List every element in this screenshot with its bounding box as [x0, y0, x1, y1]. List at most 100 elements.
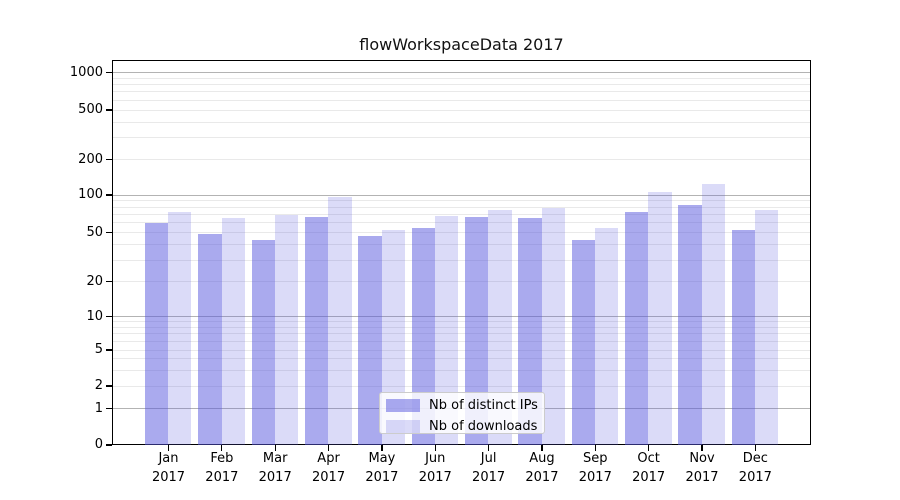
bar-distinct-ips-jun — [411, 228, 435, 445]
bar-downloads-apr — [328, 196, 352, 445]
y-tick-label-2: 2 — [94, 378, 103, 393]
bar-distinct-ips-dec — [731, 230, 756, 445]
y-tick-label-20: 20 — [86, 273, 103, 289]
gridline-3 — [113, 369, 810, 371]
legend-label-downloads: Nb of downloads — [429, 419, 538, 434]
bar-distinct-ips-oct — [625, 212, 649, 445]
x-tick-mark-jun — [434, 445, 436, 451]
y-tick-label-200: 200 — [78, 151, 103, 167]
bar-distinct-ips-feb — [198, 234, 222, 445]
x-tick-label-year: 2017 — [632, 469, 666, 485]
x-tick-label-dec: Dec 2017 — [725, 450, 785, 487]
y-tick-label-1000: 1000 — [69, 64, 103, 80]
y-tick-mark-100 — [106, 194, 112, 196]
x-tick-label-year: 2017 — [685, 469, 719, 485]
x-tick-label-sep: Sep 2017 — [565, 450, 625, 487]
bar-downloads-jan — [168, 211, 192, 445]
y-tick-mark-1000 — [106, 71, 112, 74]
gridline-600 — [113, 99, 810, 101]
x-tick-label-month: Mar — [262, 451, 288, 466]
x-tick-mark-dec — [754, 445, 756, 451]
x-tick-mark-mar — [274, 445, 276, 451]
y-tick-mark-50 — [106, 231, 112, 234]
bar-downloads-nov — [701, 184, 725, 445]
x-tick-label-year: 2017 — [578, 469, 612, 485]
gridline-40 — [113, 244, 810, 246]
x-tick-label-month: Jul — [480, 451, 497, 466]
bar-distinct-ips-may — [358, 235, 382, 445]
y-tick-label-10: 10 — [86, 308, 103, 324]
x-tick-mark-may — [381, 445, 383, 451]
gridline-4 — [113, 358, 810, 360]
x-tick-label-year: 2017 — [738, 469, 772, 485]
bar-downloads-oct — [648, 192, 672, 445]
gridline-80 — [113, 206, 810, 208]
y-tick-mark-0 — [106, 444, 112, 446]
x-tick-label-oct: Oct 2017 — [619, 450, 679, 487]
bar-downloads-sep — [595, 228, 619, 445]
gridline-400 — [113, 121, 810, 123]
x-tick-label-month: Jun — [425, 451, 446, 466]
x-tick-label-year: 2017 — [312, 469, 346, 485]
x-tick-label-feb: Feb 2017 — [192, 450, 252, 487]
bar-downloads-aug — [541, 208, 565, 445]
x-tick-mark-feb — [221, 445, 223, 451]
gridline-700 — [113, 91, 810, 93]
gridline-20 — [113, 281, 810, 283]
bar-distinct-ips-jul — [465, 217, 489, 445]
legend-row-downloads: Nb of downloads — [380, 418, 544, 435]
x-tick-label-year: 2017 — [151, 469, 186, 485]
gridline-100 — [113, 194, 810, 196]
y-tick-label-5: 5 — [94, 342, 103, 357]
bar-downloads-feb — [221, 218, 245, 445]
x-tick-label-month: Apr — [317, 451, 340, 466]
bar-downloads-mar — [274, 214, 299, 445]
gridline-2 — [113, 385, 810, 387]
y-tick-label-100: 100 — [78, 187, 103, 202]
x-tick-label-year: 2017 — [258, 469, 292, 485]
x-tick-label-aug: Aug 2017 — [512, 450, 572, 487]
y-tick-label-500: 500 — [78, 102, 103, 117]
gridline-9 — [113, 321, 810, 323]
x-tick-label-jul: Jul 2017 — [459, 450, 519, 487]
legend-label-distinct-ips: Nb of distinct IPs — [429, 398, 538, 413]
x-tick-label-may: May 2017 — [352, 450, 412, 487]
y-tick-mark-20 — [106, 280, 112, 283]
y-tick-mark-1 — [106, 407, 112, 410]
bar-downloads-may — [381, 230, 405, 445]
chart-title: flowWorkspaceData 2017 — [359, 35, 564, 54]
y-tick-mark-500 — [106, 109, 112, 111]
x-tick-label-month: Dec — [742, 451, 768, 466]
gridline-5 — [113, 349, 810, 351]
gridline-300 — [113, 137, 810, 139]
bar-distinct-ips-sep — [571, 240, 595, 445]
gridline-10 — [113, 316, 810, 318]
gridline-8 — [113, 326, 810, 328]
x-tick-label-month: Jan — [158, 451, 179, 466]
y-tick-label-50: 50 — [86, 224, 103, 240]
bar-distinct-ips-aug — [518, 218, 542, 445]
gridline-500 — [113, 109, 810, 111]
x-tick-mark-sep — [594, 445, 596, 451]
x-tick-mark-oct — [648, 445, 650, 451]
legend-swatch-downloads — [386, 420, 420, 433]
bar-downloads-jun — [434, 216, 459, 445]
x-tick-label-month: Nov — [689, 451, 715, 466]
legend-row-distinct-ips: Nb of distinct IPs — [380, 397, 544, 414]
y-tick-label-0: 0 — [94, 437, 103, 452]
gridline-7 — [113, 333, 810, 335]
gridline-70 — [113, 213, 810, 215]
x-tick-label-apr: Apr 2017 — [299, 450, 359, 487]
gridline-60 — [113, 222, 810, 224]
x-tick-label-year: 2017 — [418, 469, 452, 485]
x-tick-label-mar: Mar 2017 — [245, 450, 305, 487]
x-tick-label-jan: Jan 2017 — [139, 450, 199, 487]
bar-downloads-jul — [488, 209, 512, 445]
gridline-50 — [113, 232, 810, 234]
gridline-90 — [113, 200, 810, 202]
x-tick-label-month: Oct — [637, 451, 660, 466]
plot-area — [112, 60, 811, 445]
y-tick-label-1: 1 — [94, 400, 103, 416]
x-tick-label-year: 2017 — [525, 469, 559, 485]
